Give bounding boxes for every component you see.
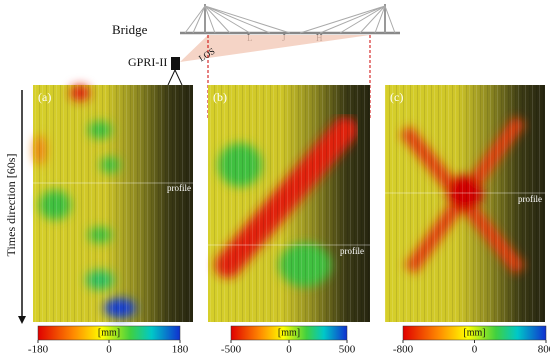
time-arrowhead [18, 316, 26, 324]
colorbar-unit: [mm] [98, 327, 120, 338]
colorbar-tick-label: 0 [106, 344, 112, 356]
panel-label: (b) [213, 90, 227, 104]
colorbar-tick-label: 0 [286, 344, 292, 356]
panel-label: (c) [390, 90, 403, 104]
colorbar-tick-label: -800 [393, 344, 414, 356]
panel-label: (a) [38, 90, 51, 104]
colorbar-tick-label: 800 [538, 344, 550, 356]
panel-image [33, 85, 193, 322]
colorbar-tick-label: 0 [472, 344, 478, 356]
panel-image [385, 85, 545, 322]
colorbar-tick-label: 500 [339, 344, 356, 356]
bridge-title: Bridge [112, 22, 148, 37]
time-axis-label: Times direction [60s] [4, 154, 18, 257]
instrument-name: GPRI-II [128, 55, 167, 69]
colorbar-tick-label: 180 [172, 344, 189, 356]
colorbar-tick-label: -500 [221, 344, 242, 356]
instrument-icon [167, 57, 183, 86]
bridge-sketch [180, 4, 400, 35]
profile-label: profile [518, 194, 542, 204]
colorbar-unit: [mm] [463, 327, 485, 338]
los-beam [180, 35, 370, 62]
profile-label: profile [167, 183, 191, 193]
profile-label: profile [340, 246, 364, 256]
colorbar-unit: [mm] [278, 327, 300, 338]
panel-image [208, 85, 370, 322]
colorbar-tick-label: -180 [28, 344, 49, 356]
